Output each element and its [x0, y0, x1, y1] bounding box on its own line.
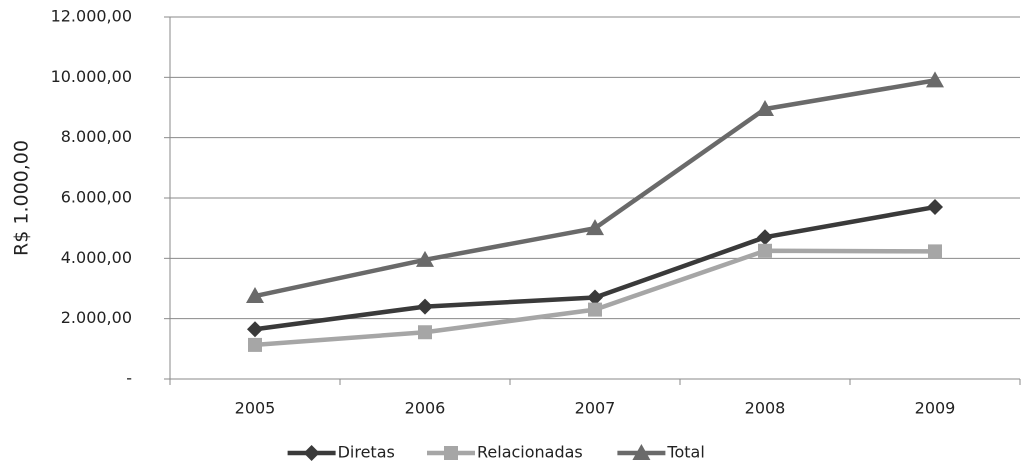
point-marker — [418, 325, 432, 340]
x-tick-label: 2006 — [405, 399, 446, 418]
x-tick-label: 2005 — [235, 399, 276, 418]
x-tick-label: 2008 — [745, 399, 786, 418]
y-tick-label: 12.000,00 — [51, 7, 132, 26]
point-marker — [927, 199, 943, 216]
point-marker — [588, 302, 602, 317]
legend-marker — [632, 444, 651, 460]
x-tick-label: 2009 — [915, 399, 956, 418]
point-marker — [246, 287, 264, 304]
y-tick-label: - — [126, 369, 132, 388]
point-marker — [586, 219, 604, 236]
y-tick-label: 10.000,00 — [51, 67, 132, 86]
line-series — [254, 78, 936, 299]
point-marker — [587, 289, 603, 306]
y-tick-label: 4.000,00 — [61, 248, 132, 267]
legend-label: Relacionadas — [477, 443, 583, 462]
point-marker — [757, 229, 773, 246]
legend-marker — [303, 445, 320, 461]
point-marker — [926, 71, 944, 88]
point-marker — [758, 243, 772, 258]
y-tick-label: 6.000,00 — [61, 188, 132, 207]
point-marker — [416, 250, 434, 267]
x-tick-label: 2007 — [575, 399, 616, 418]
legend-marker — [444, 446, 458, 460]
y-tick-label: 2.000,00 — [61, 308, 132, 327]
point-marker — [756, 100, 774, 117]
y-tick-label: 8.000,00 — [61, 127, 132, 146]
point-marker — [928, 244, 942, 259]
point-marker — [248, 337, 262, 352]
legend-label: Diretas — [338, 443, 395, 462]
legend-label: Total — [666, 443, 704, 462]
y-axis-title: R$ 1.000,00 — [11, 140, 33, 256]
point-marker — [417, 298, 433, 315]
point-marker — [247, 321, 263, 338]
